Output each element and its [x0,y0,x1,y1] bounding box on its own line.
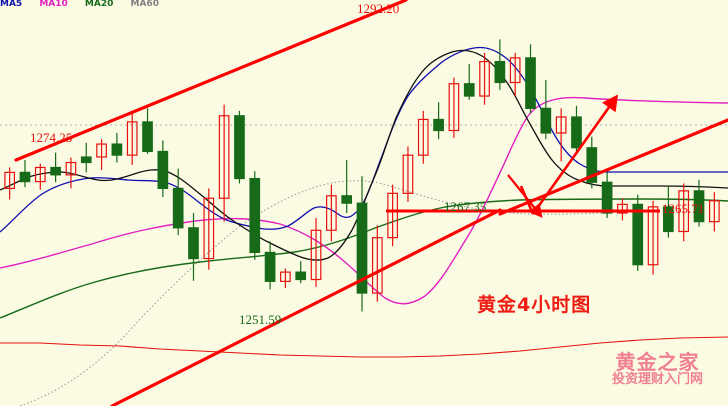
price-label-swing-high: 1292.20 [357,1,400,16]
candle-body [126,121,138,156]
candle-body [249,177,261,254]
candle-body [172,187,184,229]
candle-body [663,206,674,233]
candle-body [326,195,337,231]
legend-ma10: MA10 [39,0,68,7]
candle-body [280,271,291,282]
candlestick-series [4,39,720,312]
candle-body [356,202,368,294]
legend-ma20: MA20 [84,0,114,7]
candle-body [218,115,230,199]
candle-body [708,200,720,223]
ma-thin-red-line [0,336,728,358]
candle-body [371,237,383,294]
candle-body [264,251,276,282]
chart-annotation-text: 黄金4小时图 [477,294,592,316]
candle-body [540,107,552,134]
candle-body [693,190,705,223]
candle-body [234,115,245,180]
rising-support-ray-line [498,118,728,216]
candle-body [448,83,460,132]
trend-channel-upper-line [14,0,408,162]
ma-magenta-line [0,96,728,305]
candle-body [647,206,659,266]
projection-arrow-down-line [507,174,543,218]
candle-body [142,121,153,153]
candle-body [601,181,613,214]
candle-body [188,227,199,260]
candle-body [157,150,169,189]
candle-body [555,116,567,134]
indicator-legend: MA5 MA10 MA20 MA60 [0,0,728,7]
legend-ma60: MA60 [130,0,159,7]
candle-body [341,195,353,204]
projection-v-down-leg [519,185,535,215]
price-label-support-level: 1265.71 [662,201,705,216]
trend-channel-lower-line [110,208,502,406]
candle-body [494,60,506,84]
candle-body [19,171,31,183]
legend-ma5: MA5 [0,0,23,7]
candle-body [96,143,107,158]
candle-body [479,60,490,97]
candle-body [111,143,123,156]
candle-body [433,118,444,132]
ma-black-line [0,49,728,261]
candle-body [65,161,77,176]
candle-body [80,156,92,164]
price-label-upper-left: 1274.25 [30,130,73,145]
candle-body [203,197,215,260]
candle-body [617,203,628,214]
ma-gray-line [19,180,621,406]
candle-body [417,118,429,156]
candle-body [509,57,521,84]
candle-body [463,83,475,97]
candle-body [571,116,582,149]
candle-body [525,57,536,109]
candle-body [310,229,322,281]
projection-arrow-up-line [531,94,619,215]
candle-body [678,190,690,233]
price-label-mid-level: 1267.35 [444,199,487,214]
candle-body [34,166,46,183]
candle-body [4,171,16,189]
candle-body [295,271,307,281]
candle-body [632,203,644,266]
price-label-swing-low: 1251.59 [239,312,282,327]
candle-body [50,166,61,176]
candle-body [387,192,398,239]
candle-body [586,147,598,183]
candle-body [402,154,414,194]
